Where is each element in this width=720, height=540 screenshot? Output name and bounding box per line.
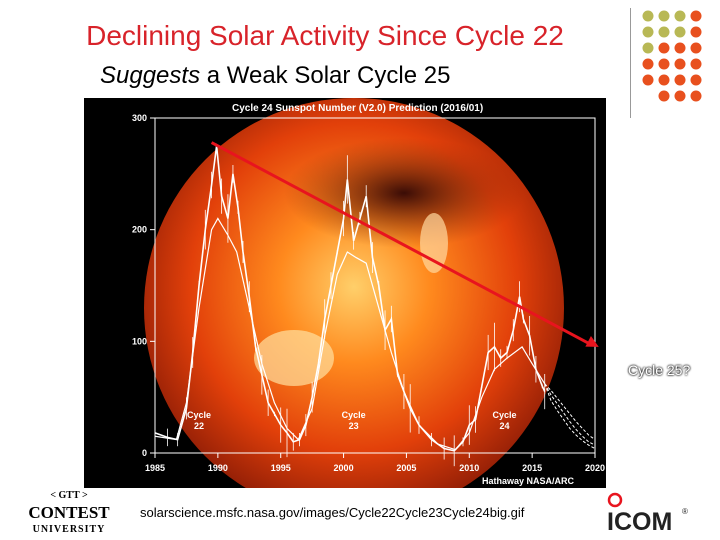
decorative-dot bbox=[674, 42, 686, 54]
decorative-dot bbox=[690, 90, 702, 102]
sun-bright-region-2 bbox=[420, 213, 448, 273]
decorative-dot bbox=[690, 74, 702, 86]
icom-registered: ® bbox=[682, 507, 688, 516]
decorative-dot bbox=[658, 10, 670, 22]
decorative-dot bbox=[658, 26, 670, 38]
series-line-4 bbox=[544, 383, 596, 449]
chart-svg: 1985 1990 1995 2000 2005 2010 2015 2020 0 100 200 3… bbox=[84, 98, 606, 518]
cycle-label: Cycle bbox=[342, 410, 366, 420]
chart-credit: Hathaway NASA/ARC bbox=[482, 476, 575, 486]
plot-frame bbox=[154, 117, 596, 454]
decorative-dot bbox=[658, 58, 670, 70]
decorative-dot bbox=[658, 74, 670, 86]
cycle-number: 22 bbox=[194, 421, 204, 431]
cycle-label: Cycle bbox=[492, 410, 516, 420]
decorative-dot bbox=[674, 74, 686, 86]
contest-university-logo: < GTT > CONTEST UNIVERSITY bbox=[28, 490, 110, 535]
series-line-2 bbox=[544, 383, 596, 446]
logo-gtt: < GTT > bbox=[50, 490, 88, 501]
source-url: solarscience.msfc.nasa.gov/images/Cycle2… bbox=[140, 505, 525, 520]
subtitle-emphasis: Suggests bbox=[100, 62, 201, 89]
x-tick-label: 2010 bbox=[459, 463, 479, 473]
decorative-dot bbox=[690, 26, 702, 38]
decorative-dot bbox=[642, 10, 654, 22]
y-tick-label: 200 bbox=[132, 225, 147, 235]
cycle-number: 23 bbox=[349, 421, 359, 431]
icom-mark-ring bbox=[607, 492, 623, 508]
subtitle-rest: a Weak Solar Cycle 25 bbox=[200, 62, 451, 89]
x-tick-label: 2020 bbox=[585, 463, 605, 473]
cycle-25-annotation: Cycle 25? bbox=[628, 362, 691, 378]
decorative-dot bbox=[674, 90, 686, 102]
x-tick-label: 2000 bbox=[334, 463, 354, 473]
chart-title: Cycle 24 Sunspot Number (V2.0) Predictio… bbox=[232, 103, 483, 114]
logo-contest: CONTEST bbox=[28, 503, 110, 522]
cycle-label: Cycle bbox=[187, 410, 211, 420]
slide-title: Declining Solar Activity Since Cycle 22 bbox=[86, 20, 564, 51]
header-divider bbox=[630, 8, 631, 118]
decorative-dot bbox=[642, 74, 654, 86]
decorative-dot bbox=[642, 26, 654, 38]
icom-logo: ICOM ® bbox=[607, 492, 688, 536]
decorative-dot bbox=[674, 58, 686, 70]
cycle-number: 24 bbox=[499, 421, 509, 431]
x-tick-label: 2015 bbox=[522, 463, 542, 473]
icom-wordmark: ICOM bbox=[607, 508, 672, 536]
decorative-dot bbox=[658, 42, 670, 54]
series-line-3 bbox=[544, 383, 596, 441]
decorative-dot bbox=[642, 58, 654, 70]
y-tick-label: 300 bbox=[132, 113, 147, 123]
decorative-dot bbox=[674, 10, 686, 22]
decorative-dot bbox=[658, 90, 670, 102]
decorative-dot bbox=[690, 10, 702, 22]
slide-subtitle: Suggests a Weak Solar Cycle 25 bbox=[100, 62, 450, 90]
sun-dark-region bbox=[284, 138, 524, 248]
x-tick-label: 2005 bbox=[396, 463, 416, 473]
x-tick-label: 1985 bbox=[145, 463, 165, 473]
y-tick-label: 0 bbox=[142, 448, 147, 458]
logo-university: UNIVERSITY bbox=[33, 524, 106, 535]
decorative-dot bbox=[690, 42, 702, 54]
decorative-dot bbox=[690, 58, 702, 70]
decorative-dot bbox=[642, 42, 654, 54]
decorative-dot bbox=[674, 26, 686, 38]
x-tick-label: 1995 bbox=[271, 463, 291, 473]
decorative-dot-grid bbox=[642, 10, 702, 102]
sunspot-chart: 1985 1990 1995 2000 2005 2010 2015 2020 0 100 200 3… bbox=[84, 98, 606, 518]
x-tick-label: 1990 bbox=[208, 463, 228, 473]
y-tick-label: 100 bbox=[132, 336, 147, 346]
